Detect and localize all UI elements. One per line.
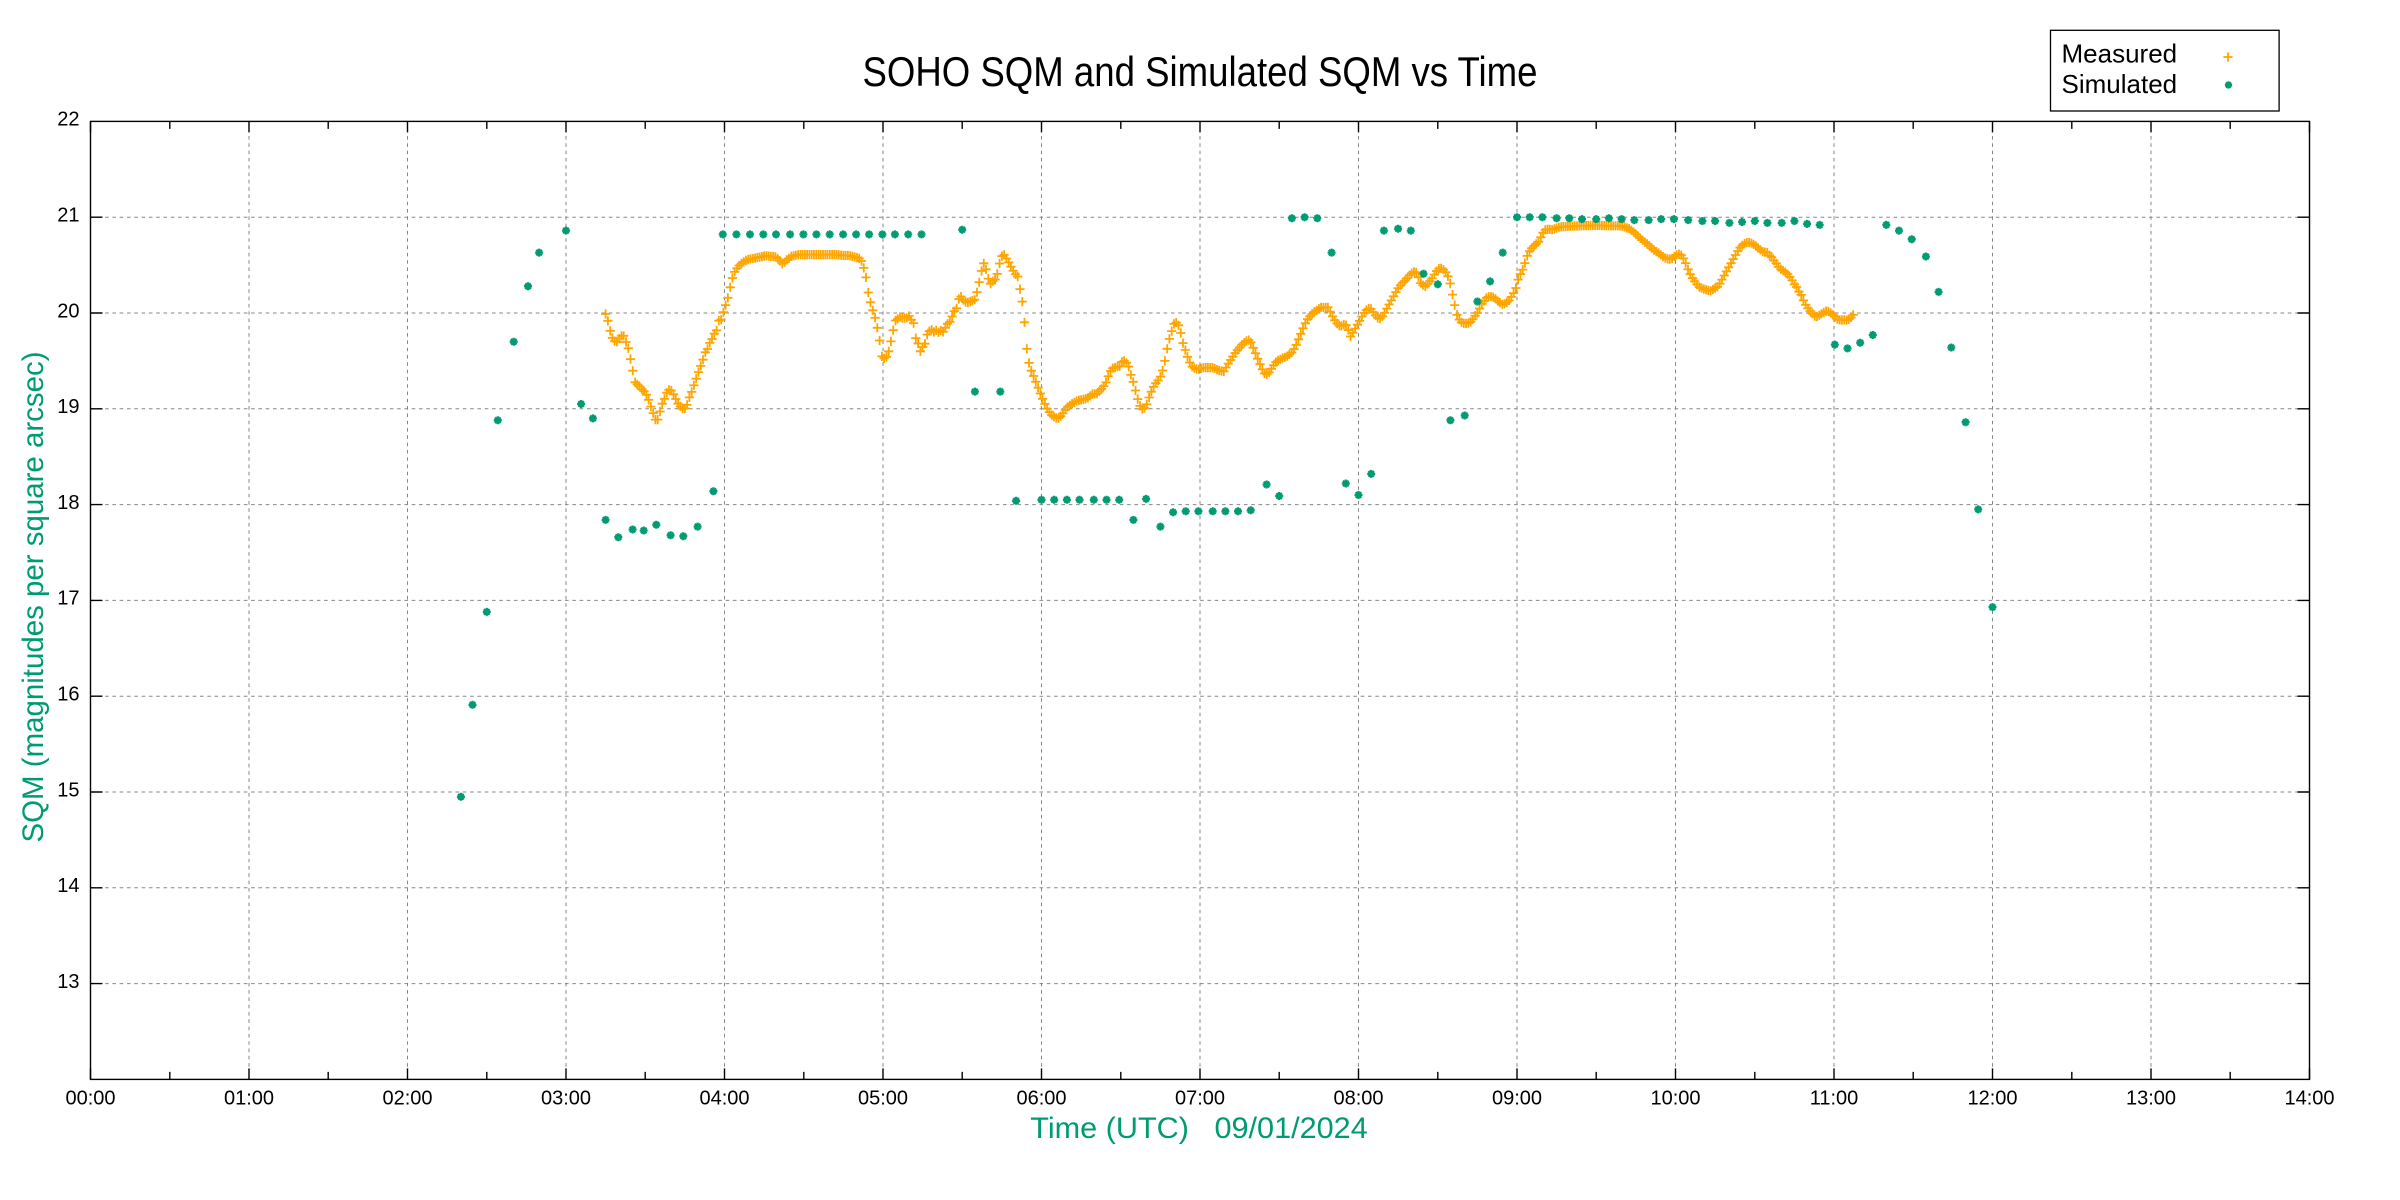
svg-text:13: 13 xyxy=(57,971,79,993)
svg-text:01:00: 01:00 xyxy=(224,1088,274,1110)
svg-text:13:00: 13:00 xyxy=(2126,1088,2176,1110)
svg-text:20: 20 xyxy=(57,300,79,322)
svg-text:14:00: 14:00 xyxy=(2284,1088,2334,1110)
svg-text:09:00: 09:00 xyxy=(1492,1088,1542,1110)
svg-text:17: 17 xyxy=(57,588,79,610)
svg-text:14: 14 xyxy=(57,875,79,897)
svg-text:Simulated: Simulated xyxy=(2062,69,2178,99)
svg-text:16: 16 xyxy=(57,684,79,706)
svg-text:Measured: Measured xyxy=(2062,38,2178,68)
svg-text:19: 19 xyxy=(57,396,79,418)
svg-text:18: 18 xyxy=(57,492,79,514)
svg-text:Time (UTC) 09/01/2024: Time (UTC) 09/01/2024 xyxy=(1030,1112,1368,1145)
svg-text:00:00: 00:00 xyxy=(65,1088,115,1110)
svg-text:12:00: 12:00 xyxy=(1967,1088,2017,1110)
svg-text:08:00: 08:00 xyxy=(1333,1088,1383,1110)
svg-text:06:00: 06:00 xyxy=(1016,1088,1066,1110)
svg-text:05:00: 05:00 xyxy=(858,1088,908,1110)
svg-text:SQM (magnitudes per square arc: SQM (magnitudes per square arcsec) xyxy=(17,352,50,843)
svg-text:10:00: 10:00 xyxy=(1650,1088,1700,1110)
svg-text:21: 21 xyxy=(57,205,79,227)
svg-text:11:00: 11:00 xyxy=(1810,1088,1859,1110)
svg-text:03:00: 03:00 xyxy=(541,1088,591,1110)
svg-text:SOHO SQM and Simulated SQM vs: SOHO SQM and Simulated SQM vs Time xyxy=(863,48,1538,95)
svg-text:02:00: 02:00 xyxy=(382,1088,432,1110)
svg-text:15: 15 xyxy=(57,779,79,801)
svg-text:04:00: 04:00 xyxy=(699,1088,749,1110)
svg-text:22: 22 xyxy=(57,109,79,131)
svg-text:07:00: 07:00 xyxy=(1175,1088,1225,1110)
